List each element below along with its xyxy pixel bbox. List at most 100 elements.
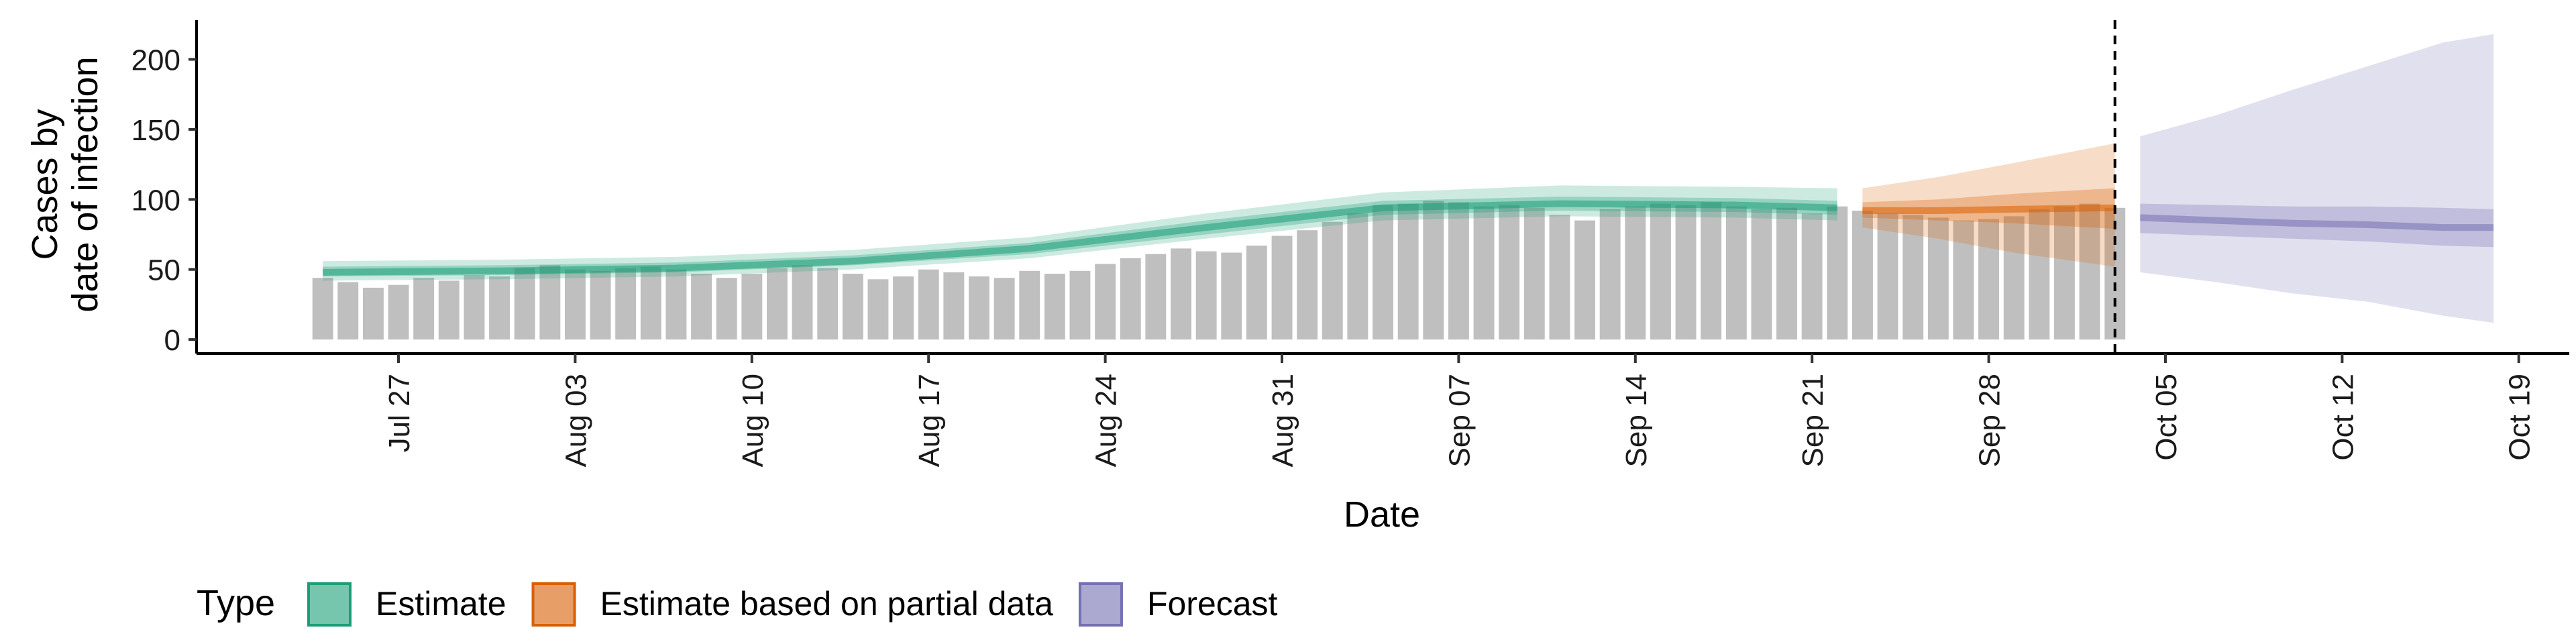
bar — [817, 268, 839, 340]
bar — [665, 269, 687, 340]
legend-label: Estimate — [376, 585, 506, 623]
bar — [1069, 270, 1091, 340]
bar — [1675, 205, 1697, 340]
bar — [413, 278, 435, 340]
bar — [1423, 201, 1444, 340]
y-axis-title-line-1: Cases by — [25, 109, 65, 260]
bar — [1095, 264, 1116, 340]
x-tick-label: Sep 07 — [1443, 374, 1476, 467]
bar — [1499, 205, 1520, 340]
bar — [1927, 217, 1949, 340]
bar — [565, 269, 586, 340]
bar — [842, 274, 863, 340]
bar — [1523, 207, 1545, 340]
legend-label: Estimate based on partial data — [600, 585, 1054, 623]
bar — [1953, 220, 1974, 340]
legend-label: Forecast — [1147, 585, 1278, 623]
x-tick-label: Oct 19 — [2504, 374, 2536, 461]
bar — [2029, 209, 2050, 340]
bar — [1599, 209, 1621, 340]
bar — [590, 270, 611, 340]
median-line — [323, 200, 1837, 276]
bar — [1195, 251, 1217, 340]
bar — [716, 278, 737, 340]
bar — [1902, 215, 1924, 340]
bar — [1120, 258, 1141, 340]
inner-interval-band — [323, 197, 1837, 277]
bar — [994, 278, 1015, 340]
bar — [312, 278, 333, 340]
axes: 0 50 100 150 200 Jul 27 Aug 03 Aug 10 Aug 17 Aug… — [131, 20, 2569, 467]
bar — [2079, 203, 2100, 340]
bar-series — [312, 201, 2126, 340]
bar — [388, 284, 409, 340]
series-estimate-based-on-partial-data — [1862, 143, 2115, 267]
legend-item-estimate-based-on-partial-data: Estimate based on partial data — [531, 582, 1054, 627]
bar — [1322, 221, 1343, 340]
x-tick-label: Sep 14 — [1620, 374, 1653, 467]
bar — [1171, 248, 1191, 340]
bar — [1978, 219, 1999, 340]
bar — [1473, 206, 1495, 340]
x-tick-label: Oct 12 — [2326, 374, 2359, 461]
legend-item-estimate: Estimate — [307, 582, 506, 627]
x-tick-label: Aug 24 — [1090, 374, 1123, 467]
bar — [1701, 202, 1722, 340]
bar — [489, 276, 510, 340]
bar — [1549, 215, 1570, 340]
bar — [1019, 270, 1040, 340]
bar — [918, 269, 939, 340]
bar — [514, 268, 535, 340]
x-axis-ticks: Jul 27 Aug 03 Aug 10 Aug 17 Aug 24 Aug 31 Sep … — [383, 354, 2536, 467]
x-tick-label: Aug 31 — [1267, 374, 1299, 467]
bar — [615, 268, 637, 340]
legend-title: Type — [197, 583, 275, 623]
legend-key — [531, 582, 576, 627]
y-tick-label: 50 — [148, 254, 180, 287]
bar — [464, 275, 485, 340]
x-tick-label: Aug 03 — [559, 374, 592, 467]
bar — [1751, 209, 1772, 340]
bar — [1271, 235, 1293, 340]
y-tick-label: 0 — [164, 324, 180, 357]
bar — [1246, 246, 1267, 340]
bar — [1145, 254, 1167, 340]
bar — [1448, 202, 1469, 340]
bar — [539, 265, 561, 340]
series-estimate — [323, 185, 1837, 281]
median-line — [1862, 204, 2115, 214]
outer-interval-band — [1862, 143, 2115, 267]
y-axis-title-line-2: date of infection — [65, 56, 105, 312]
bar — [1347, 213, 1368, 340]
y-axis-title: Cases by date of infection — [25, 56, 105, 312]
bar — [867, 279, 889, 340]
bar — [1827, 206, 1848, 340]
bar — [943, 272, 965, 340]
bar — [1625, 206, 1646, 340]
bar — [337, 282, 359, 340]
bar — [691, 274, 712, 340]
legend-key — [1078, 582, 1123, 627]
x-tick-label: Oct 05 — [2150, 374, 2183, 461]
bar — [767, 268, 788, 340]
ribbon-series — [323, 34, 2494, 323]
bar — [1852, 211, 1873, 340]
x-tick-label: Sep 28 — [1974, 374, 2006, 467]
bar — [1397, 203, 1419, 340]
legend: Type Estimate Estimate based on partial d… — [197, 582, 1278, 627]
x-axis-title: Date — [1344, 494, 1420, 535]
y-tick-label: 150 — [131, 114, 180, 147]
bar — [1725, 206, 1747, 340]
median-line — [2140, 214, 2494, 231]
outer-interval-band — [2140, 34, 2494, 323]
legend-item-forecast: Forecast — [1078, 582, 1278, 627]
bar — [1877, 213, 1898, 340]
bar — [2054, 206, 2075, 340]
series-forecast — [2140, 34, 2494, 323]
bar — [1221, 252, 1242, 340]
bar — [1297, 230, 1318, 340]
x-tick-label: Aug 17 — [913, 374, 946, 467]
bar — [1373, 205, 1393, 340]
bar — [792, 265, 813, 340]
